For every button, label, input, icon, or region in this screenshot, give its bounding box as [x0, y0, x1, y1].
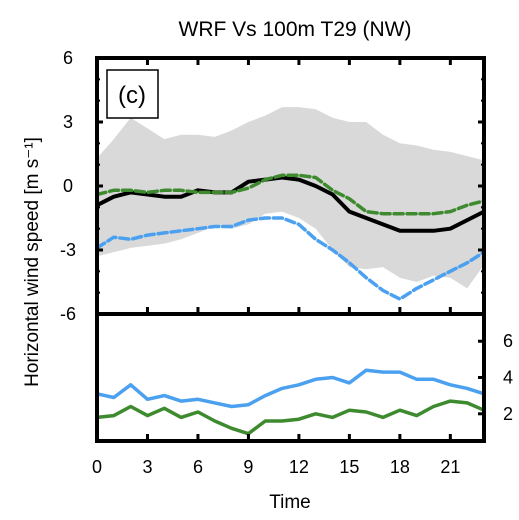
top-y-tick-label: -6	[60, 304, 76, 324]
chart-title: WRF Vs 100m T29 (NW)	[179, 18, 412, 41]
spread-band	[97, 107, 484, 289]
top-series-line-2	[95, 216, 486, 301]
top-series-line-0	[95, 175, 486, 233]
bottom-y-tick-label: 6	[503, 331, 513, 351]
top-y-tick-label: 0	[63, 176, 73, 196]
top-y-tick-label: -3	[60, 240, 76, 260]
x-tick-label: 6	[193, 457, 203, 477]
top-panel: 6 3 0 -3 -6 (c)	[60, 48, 486, 324]
x-tick-label: 0	[92, 457, 102, 477]
x-tick-label: 12	[289, 457, 309, 477]
x-tick-label: 15	[339, 457, 359, 477]
bottom-panel: 6 4 2 0 3 6 9 12 15 18 21	[92, 312, 513, 477]
panel-label: (c)	[118, 82, 146, 109]
bottom-y-tick-label: 2	[503, 404, 513, 424]
x-tick-label: 18	[390, 457, 410, 477]
bottom-series-line-0	[95, 368, 486, 409]
y-axis-label: Horizontal wind speed [m s⁻¹]	[22, 137, 43, 387]
panel-label-box	[106, 69, 159, 119]
x-tick-label: 21	[440, 457, 460, 477]
top-series-group	[95, 173, 486, 301]
x-tick-label: 3	[142, 457, 152, 477]
top-y-tick-label: 3	[63, 112, 73, 132]
bottom-series-line-1	[95, 399, 486, 436]
bottom-y-tick-label: 4	[503, 368, 513, 388]
bottom-series-group	[95, 368, 486, 436]
top-y-tick-label: 6	[63, 48, 73, 68]
x-tick-label: 9	[243, 457, 253, 477]
bottom-panel-frame	[95, 312, 486, 443]
bottom-x-ticks: 0 3 6 9 12 15 18 21	[92, 434, 460, 477]
top-series-line-1	[95, 173, 486, 216]
x-axis-label: Time	[269, 492, 311, 513]
